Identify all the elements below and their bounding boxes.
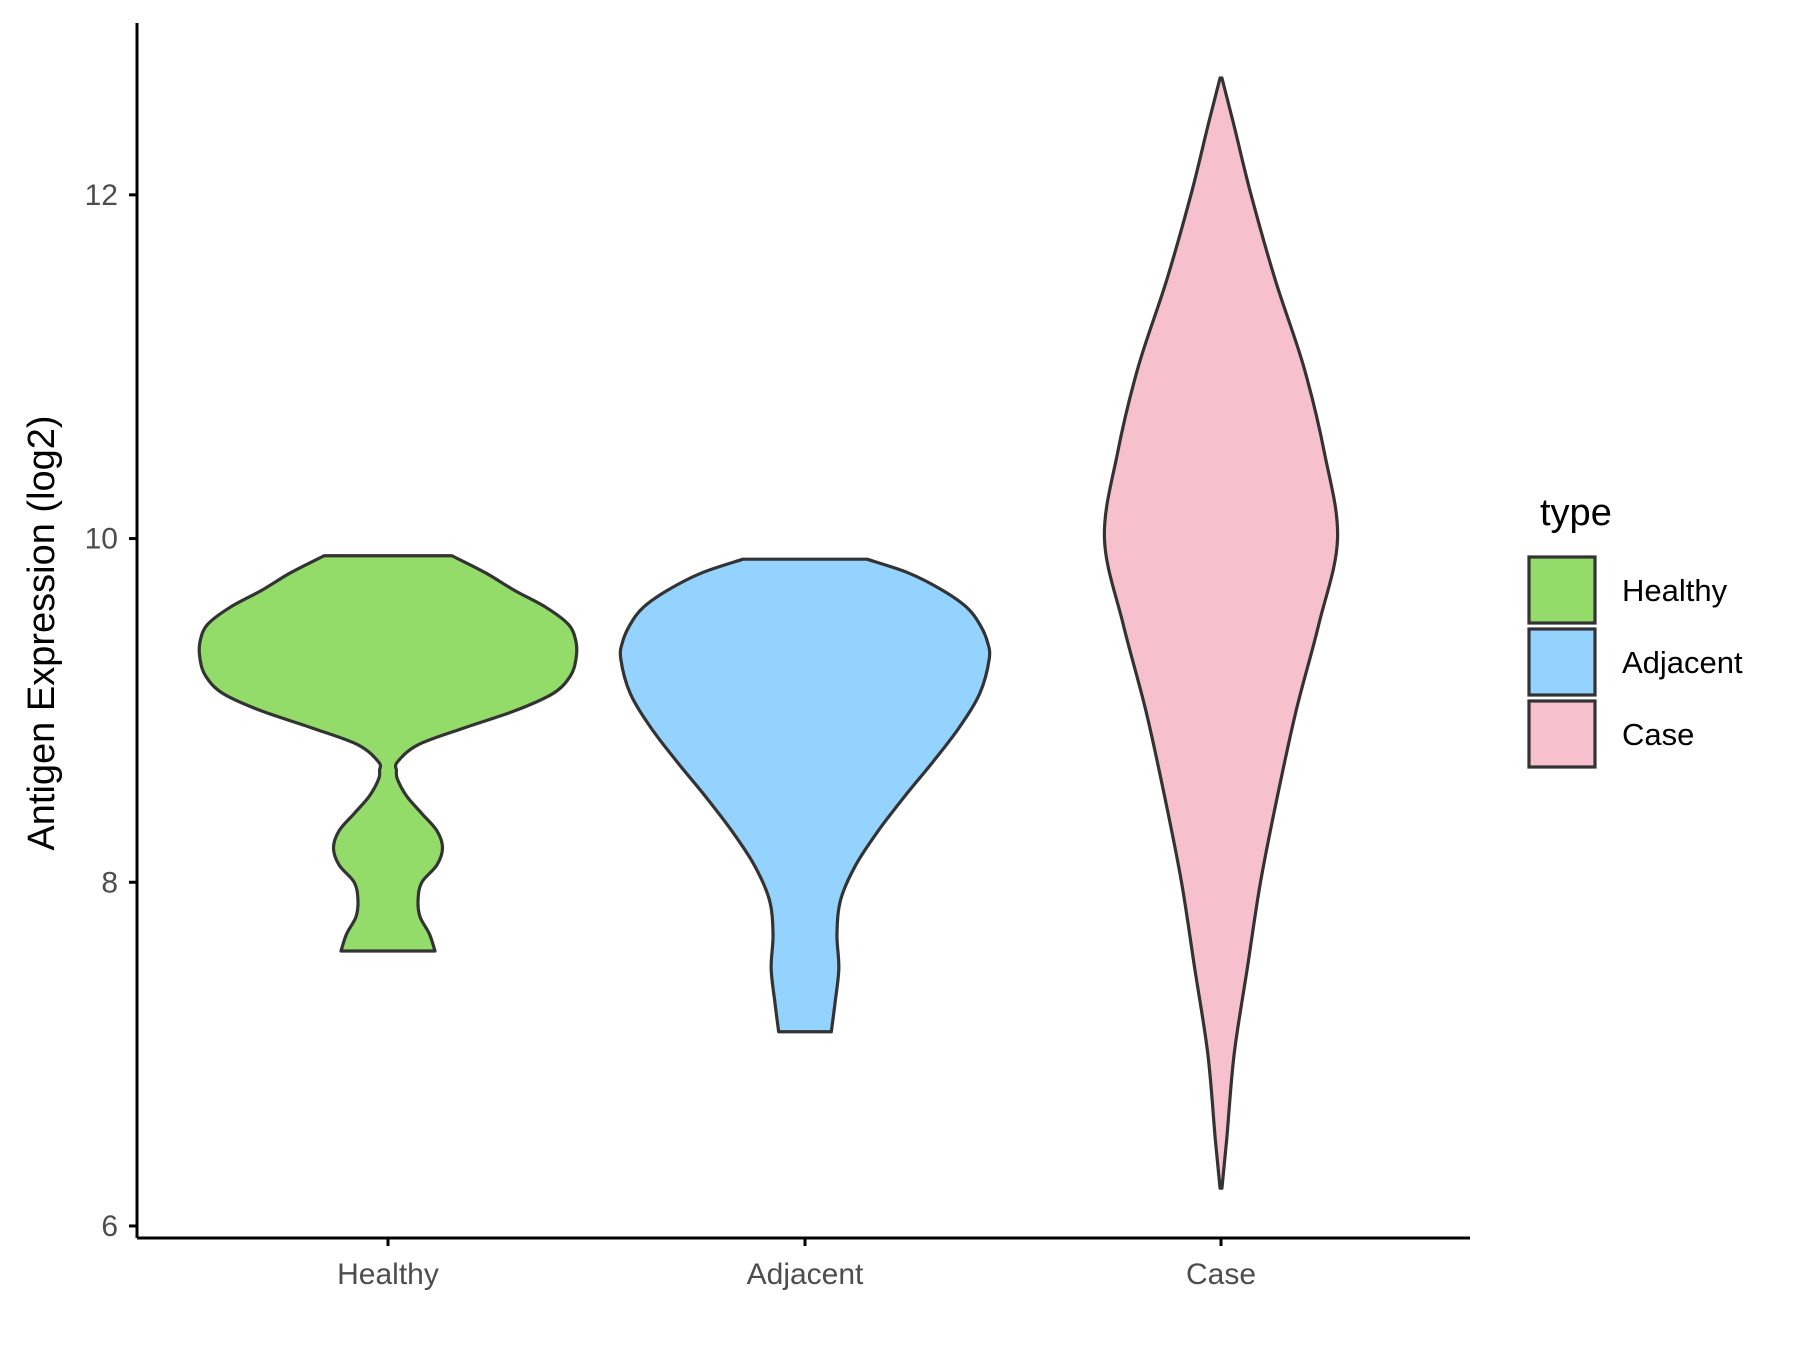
y-tick-label: 6	[101, 1210, 118, 1243]
x-ticks: Healthy Adjacent Case	[337, 1238, 1256, 1291]
violin-layer	[197, 76, 1340, 1190]
violin-case	[1102, 76, 1340, 1190]
violin-adjacent	[618, 557, 992, 1034]
x-tick-label: Adjacent	[747, 1258, 864, 1291]
legend: type Healthy Adjacent Case	[1527, 492, 1743, 769]
legend-label: Healthy	[1622, 573, 1728, 608]
x-tick-label: Case	[1186, 1258, 1256, 1291]
y-tick-label: 12	[85, 179, 118, 212]
y-tick-label: 8	[101, 866, 118, 899]
y-ticks: 6 8 10 12	[85, 179, 137, 1243]
violin-healthy	[197, 554, 579, 953]
legend-key-case	[1527, 699, 1597, 769]
legend-key-healthy	[1527, 555, 1597, 625]
legend-label: Adjacent	[1622, 645, 1743, 680]
legend-key-adjacent	[1527, 627, 1597, 697]
legend-title: type	[1540, 492, 1612, 534]
y-axis-title: Antigen Expression (log2)	[21, 415, 63, 850]
x-tick-label: Healthy	[337, 1258, 439, 1291]
y-tick-label: 10	[85, 523, 118, 556]
legend-label: Case	[1622, 717, 1694, 752]
